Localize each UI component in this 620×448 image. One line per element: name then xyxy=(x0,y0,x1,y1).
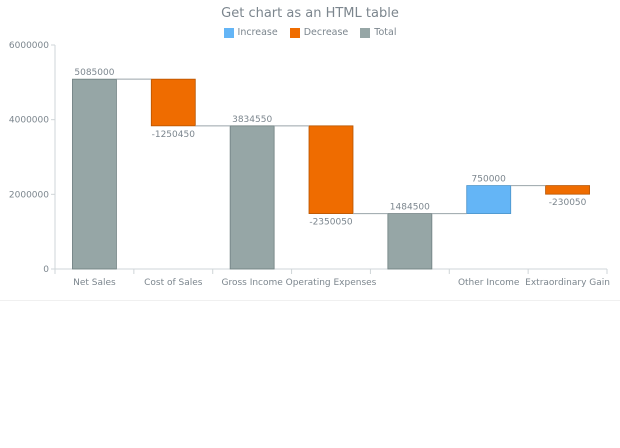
x-tick-label-3: Operating Expenses xyxy=(286,278,377,288)
y-tick-label-0: 0 xyxy=(43,265,49,275)
legend-item-increase[interactable]: Increase xyxy=(223,27,278,38)
y-tick-label-3: 6000000 xyxy=(9,41,49,51)
waterfall-chart: 0 2000000 4000000 6000000 Net Sales Cost of S… xyxy=(9,41,610,288)
chart-title: Get chart as an HTML table xyxy=(221,6,399,21)
legend-item-total[interactable]: Total xyxy=(360,27,396,38)
legend-swatch-increase xyxy=(223,27,234,38)
bar-decrease-1 xyxy=(150,78,196,127)
x-tick-label-1: Cost of Sales xyxy=(144,278,203,288)
legend-label-decrease: Decrease xyxy=(303,27,349,38)
legend-label-total: Total xyxy=(374,27,397,38)
data-label-3: -2350050 xyxy=(309,218,353,228)
bar-total-0 xyxy=(72,78,117,270)
data-label-2: 3834550 xyxy=(232,115,272,125)
legend-item-decrease[interactable]: Decrease xyxy=(289,27,349,38)
bar-increase-5 xyxy=(466,185,512,214)
bar-decrease-6 xyxy=(545,185,590,195)
data-label-4: 1484500 xyxy=(390,203,430,213)
data-label-6: -230050 xyxy=(549,198,587,208)
bar-total-4 xyxy=(387,213,433,270)
data-label-1: -1250450 xyxy=(152,130,196,140)
x-tick-label-2: Gross Income xyxy=(221,278,283,288)
y-tick-label-1: 2000000 xyxy=(9,190,49,200)
legend-swatch-decrease xyxy=(289,27,300,38)
x-tick-label-0: Net Sales xyxy=(73,278,116,288)
bar-total-2 xyxy=(229,125,275,270)
x-tick-label-6: Extraordinary Gain xyxy=(525,278,610,288)
bar-decrease-3 xyxy=(308,125,354,214)
data-label-0: 5085000 xyxy=(74,68,114,78)
legend: Increase Decrease Total xyxy=(0,27,620,38)
x-tick-label-5: Other Income xyxy=(458,278,520,288)
chart-panel: 0 2000000 4000000 6000000 Net Sales Cost of S… xyxy=(0,6,620,301)
y-tick-label-2: 4000000 xyxy=(9,116,49,126)
data-label-5: 750000 xyxy=(472,175,507,185)
legend-label-increase: Increase xyxy=(237,27,278,38)
legend-swatch-total xyxy=(360,27,371,38)
